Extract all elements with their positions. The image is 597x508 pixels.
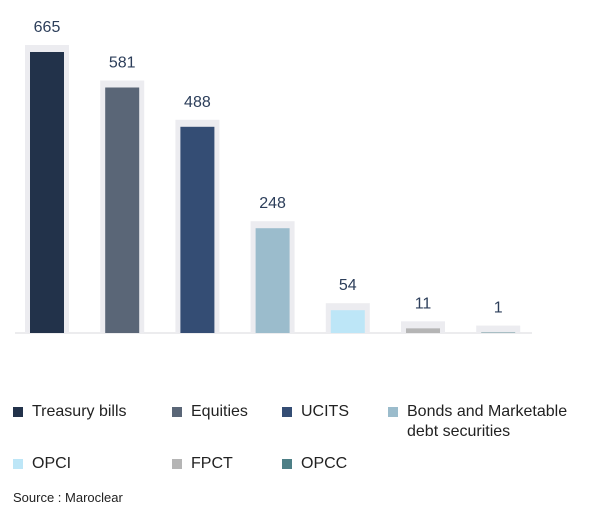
legend-item: FPCT	[172, 454, 272, 474]
data-label: 488	[184, 94, 211, 111]
legend-swatch	[172, 407, 182, 417]
legend-label: OPCI	[32, 455, 72, 472]
legend-label: Treasury bills	[32, 403, 127, 420]
legend-item: OPCI	[13, 454, 153, 474]
legend-swatch	[13, 459, 23, 469]
bar	[180, 126, 215, 333]
bar	[406, 328, 440, 333]
legend-item: OPCC	[282, 454, 382, 474]
bar	[330, 310, 365, 333]
data-label: 11	[415, 295, 432, 312]
legend-swatch	[282, 459, 292, 469]
data-label: 248	[259, 195, 286, 212]
bar	[105, 87, 140, 333]
bar-frame	[401, 321, 445, 333]
bar	[255, 228, 290, 333]
data-label: 1	[494, 300, 503, 317]
legend-swatch	[13, 407, 23, 417]
bar	[30, 52, 64, 333]
legend-item: Equities	[172, 402, 272, 422]
data-label: 54	[339, 277, 357, 294]
legend-item: Bonds and Marketable debt securities	[388, 402, 588, 442]
legend-swatch	[172, 459, 182, 469]
legend-item: Treasury bills	[13, 402, 153, 422]
legend-label: UCITS	[301, 403, 349, 420]
legend-swatch	[388, 407, 398, 417]
legend-label: Equities	[191, 403, 248, 420]
bar-frame	[476, 325, 521, 333]
legend-swatch	[282, 407, 292, 417]
legend-label: Bonds and Marketable debt securities	[407, 403, 568, 440]
legend-label: FPCT	[191, 455, 233, 472]
legend-label: OPCC	[301, 455, 348, 472]
data-label: 581	[109, 54, 136, 71]
legend-item: UCITS	[282, 402, 382, 422]
data-label: 665	[34, 19, 61, 36]
source: Source : Maroclear	[13, 490, 123, 505]
